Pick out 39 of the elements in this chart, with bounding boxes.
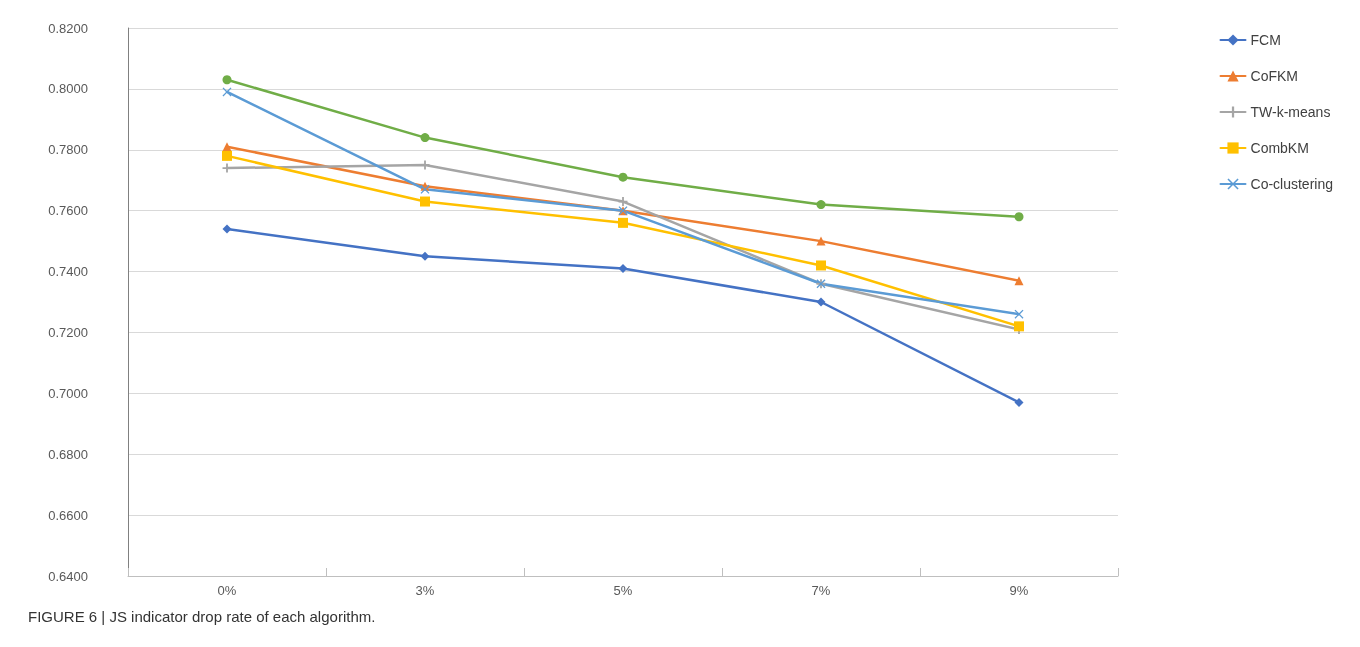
point: [618, 217, 628, 228]
y-tick-label: 0.8200: [48, 20, 88, 36]
point: [222, 150, 232, 161]
x-tick-label: 3%: [415, 583, 435, 598]
y-tick-label: 0.7000: [48, 385, 88, 401]
x-tick-label: 9%: [1009, 583, 1029, 598]
legend-label: TW-k-means: [1250, 104, 1331, 120]
point: [222, 75, 232, 85]
y-tick-label: 0.7200: [48, 324, 88, 340]
point: [222, 224, 232, 234]
point: [1014, 276, 1024, 286]
legend-label: Co-clustering: [1250, 176, 1334, 192]
y-tick-label: 0.7400: [48, 264, 88, 280]
point: [816, 297, 826, 307]
point: [618, 264, 628, 274]
y-tick-label: 0.6800: [48, 446, 88, 462]
point: [816, 200, 826, 210]
point: [816, 236, 826, 246]
point: [420, 196, 430, 207]
point: [1014, 309, 1024, 319]
y-tick-label: 0.7800: [48, 142, 88, 158]
x-tick-label: 7%: [811, 583, 831, 598]
y-tick-label: 0.6400: [48, 568, 88, 584]
point: [618, 172, 628, 182]
y-tick-label: 0.8000: [48, 81, 88, 97]
x-tick-label: 0%: [217, 583, 237, 598]
point: [420, 133, 430, 143]
y-tick-label: 0.6600: [48, 507, 88, 523]
point: [420, 251, 430, 261]
point: [816, 260, 826, 271]
legend-label: CombKM: [1250, 140, 1309, 156]
caption: FIGURE 6 | JS indicator drop rate of each algorithm.: [28, 608, 376, 625]
point: [1014, 212, 1024, 222]
point: [1014, 397, 1024, 407]
legend-label: CoFKM: [1250, 68, 1298, 84]
legend-label: FCM: [1250, 32, 1281, 48]
point: [222, 142, 232, 152]
y-tick-label: 0.7600: [48, 203, 88, 219]
x-tick-label: 5%: [613, 583, 633, 598]
